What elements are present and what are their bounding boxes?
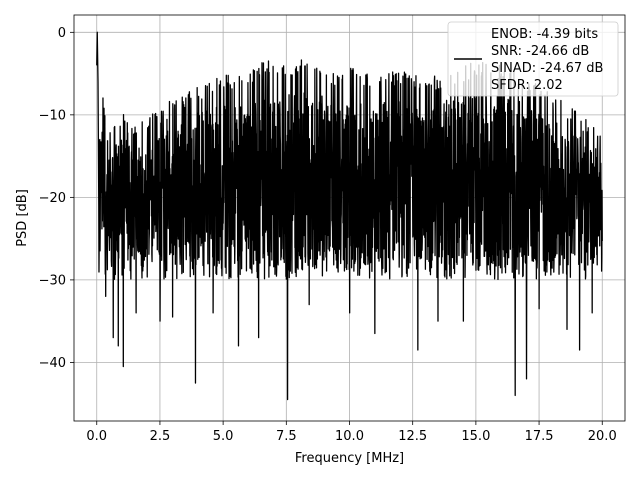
y-tick-label: −40 (39, 356, 66, 371)
ticks: 0.0 2.5 5.0 7.5 10.0 12.5 15.0 17.5 20.0 0 −10 −20 −… (39, 26, 617, 444)
legend-box (447, 21, 619, 97)
x-tick-label: 10.0 (335, 429, 364, 444)
series-layer (96, 31, 603, 401)
legend-sinad: SINAD: -24.67 dB (491, 61, 603, 76)
y-tick-label: −30 (39, 273, 66, 288)
x-tick-label: 12.5 (398, 429, 427, 444)
y-tick-label: 0 (58, 26, 66, 41)
legend-snr: SNR: -24.66 dB (491, 44, 589, 59)
x-tick-label: 17.5 (525, 429, 554, 444)
psd-series-line (96, 31, 603, 401)
x-tick-label: 0.0 (86, 429, 107, 444)
y-tick-label: −10 (39, 108, 66, 123)
y-axis-label: PSD [dB] (15, 189, 30, 247)
x-tick-label: 20.0 (588, 429, 617, 444)
x-tick-label: 2.5 (150, 429, 171, 444)
x-axis-label: Frequency [MHz] (295, 451, 404, 466)
legend-sfdr: SFDR: 2.02 (491, 78, 563, 93)
x-tick-label: 5.0 (213, 429, 234, 444)
legend: ENOB: -4.39 bits SNR: -24.66 dB SINAD: -… (447, 21, 619, 97)
legend-enob: ENOB: -4.39 bits (491, 27, 598, 42)
y-tick-label: −20 (39, 191, 66, 206)
x-tick-label: 7.5 (276, 429, 297, 444)
x-tick-label: 15.0 (461, 429, 490, 444)
